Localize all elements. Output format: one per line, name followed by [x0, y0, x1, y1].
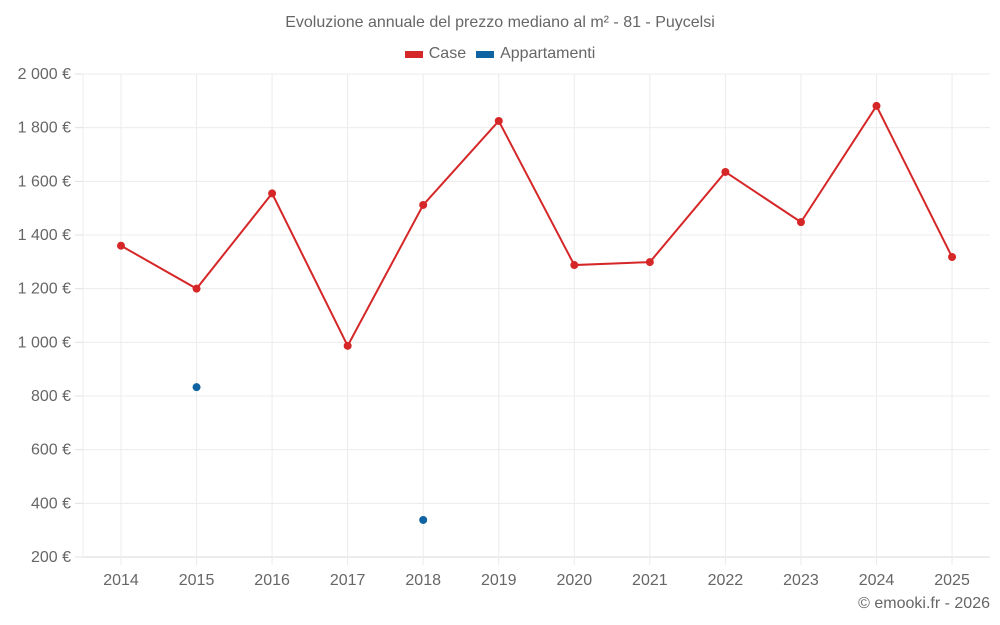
y-tick-label: 1 000 € [18, 334, 71, 351]
legend-swatch-appartamenti [476, 50, 495, 58]
data-point-case [268, 189, 277, 198]
data-point-case [948, 253, 957, 262]
legend-swatch-case [404, 50, 423, 58]
legend-item-appartamenti[interactable]: Appartamenti [476, 45, 595, 63]
y-tick-label: 1 600 € [18, 173, 71, 190]
data-point-case [570, 261, 579, 270]
data-point-case [721, 167, 730, 176]
data-point-appartamenti [419, 515, 428, 524]
series-line-case [120, 103, 953, 349]
y-tick-label: 800 € [31, 388, 71, 405]
x-tick-label: 2021 [632, 572, 668, 589]
y-tick-label: 600 € [31, 442, 71, 459]
x-tick-label: 2016 [254, 572, 290, 589]
data-point-appartamenti [192, 383, 201, 392]
y-tick-label: 400 € [31, 495, 71, 512]
legend-label-case: Case [428, 45, 467, 62]
data-point-case [343, 341, 352, 350]
legend-item-case[interactable]: Case [404, 45, 467, 63]
data-point-case [419, 200, 428, 209]
x-tick-label: 2020 [557, 572, 593, 589]
x-tick-label: 2022 [708, 572, 744, 589]
x-tick-label: 2017 [330, 572, 366, 589]
x-tick-label: 2025 [934, 572, 970, 589]
y-tick-label: 1 200 € [18, 281, 71, 298]
x-tick-label: 2015 [179, 572, 215, 589]
chart-legend: Case Appartamenti [0, 45, 1000, 63]
y-tick-label: 2 000 € [18, 66, 71, 83]
data-point-case [494, 116, 503, 125]
x-tick-label: 2019 [481, 572, 517, 589]
data-point-case [192, 284, 201, 293]
x-tick-label: 2018 [405, 572, 441, 589]
y-tick-label: 1 800 € [18, 120, 71, 137]
x-tick-label: 2023 [783, 572, 819, 589]
data-point-case [645, 258, 654, 267]
y-tick-label: 200 € [31, 549, 71, 566]
data-point-case [796, 218, 805, 227]
data-point-case [872, 101, 881, 110]
chart-title: Evoluzione annuale del prezzo mediano al… [285, 14, 715, 31]
x-tick-label: 2014 [103, 572, 139, 589]
y-tick-label: 1 400 € [18, 227, 71, 244]
x-tick-label: 2024 [859, 572, 895, 589]
copyright-footer: © emooki.fr - 2026 [858, 595, 990, 612]
legend-label-appartamenti: Appartamenti [500, 45, 596, 62]
data-point-case [117, 241, 125, 250]
